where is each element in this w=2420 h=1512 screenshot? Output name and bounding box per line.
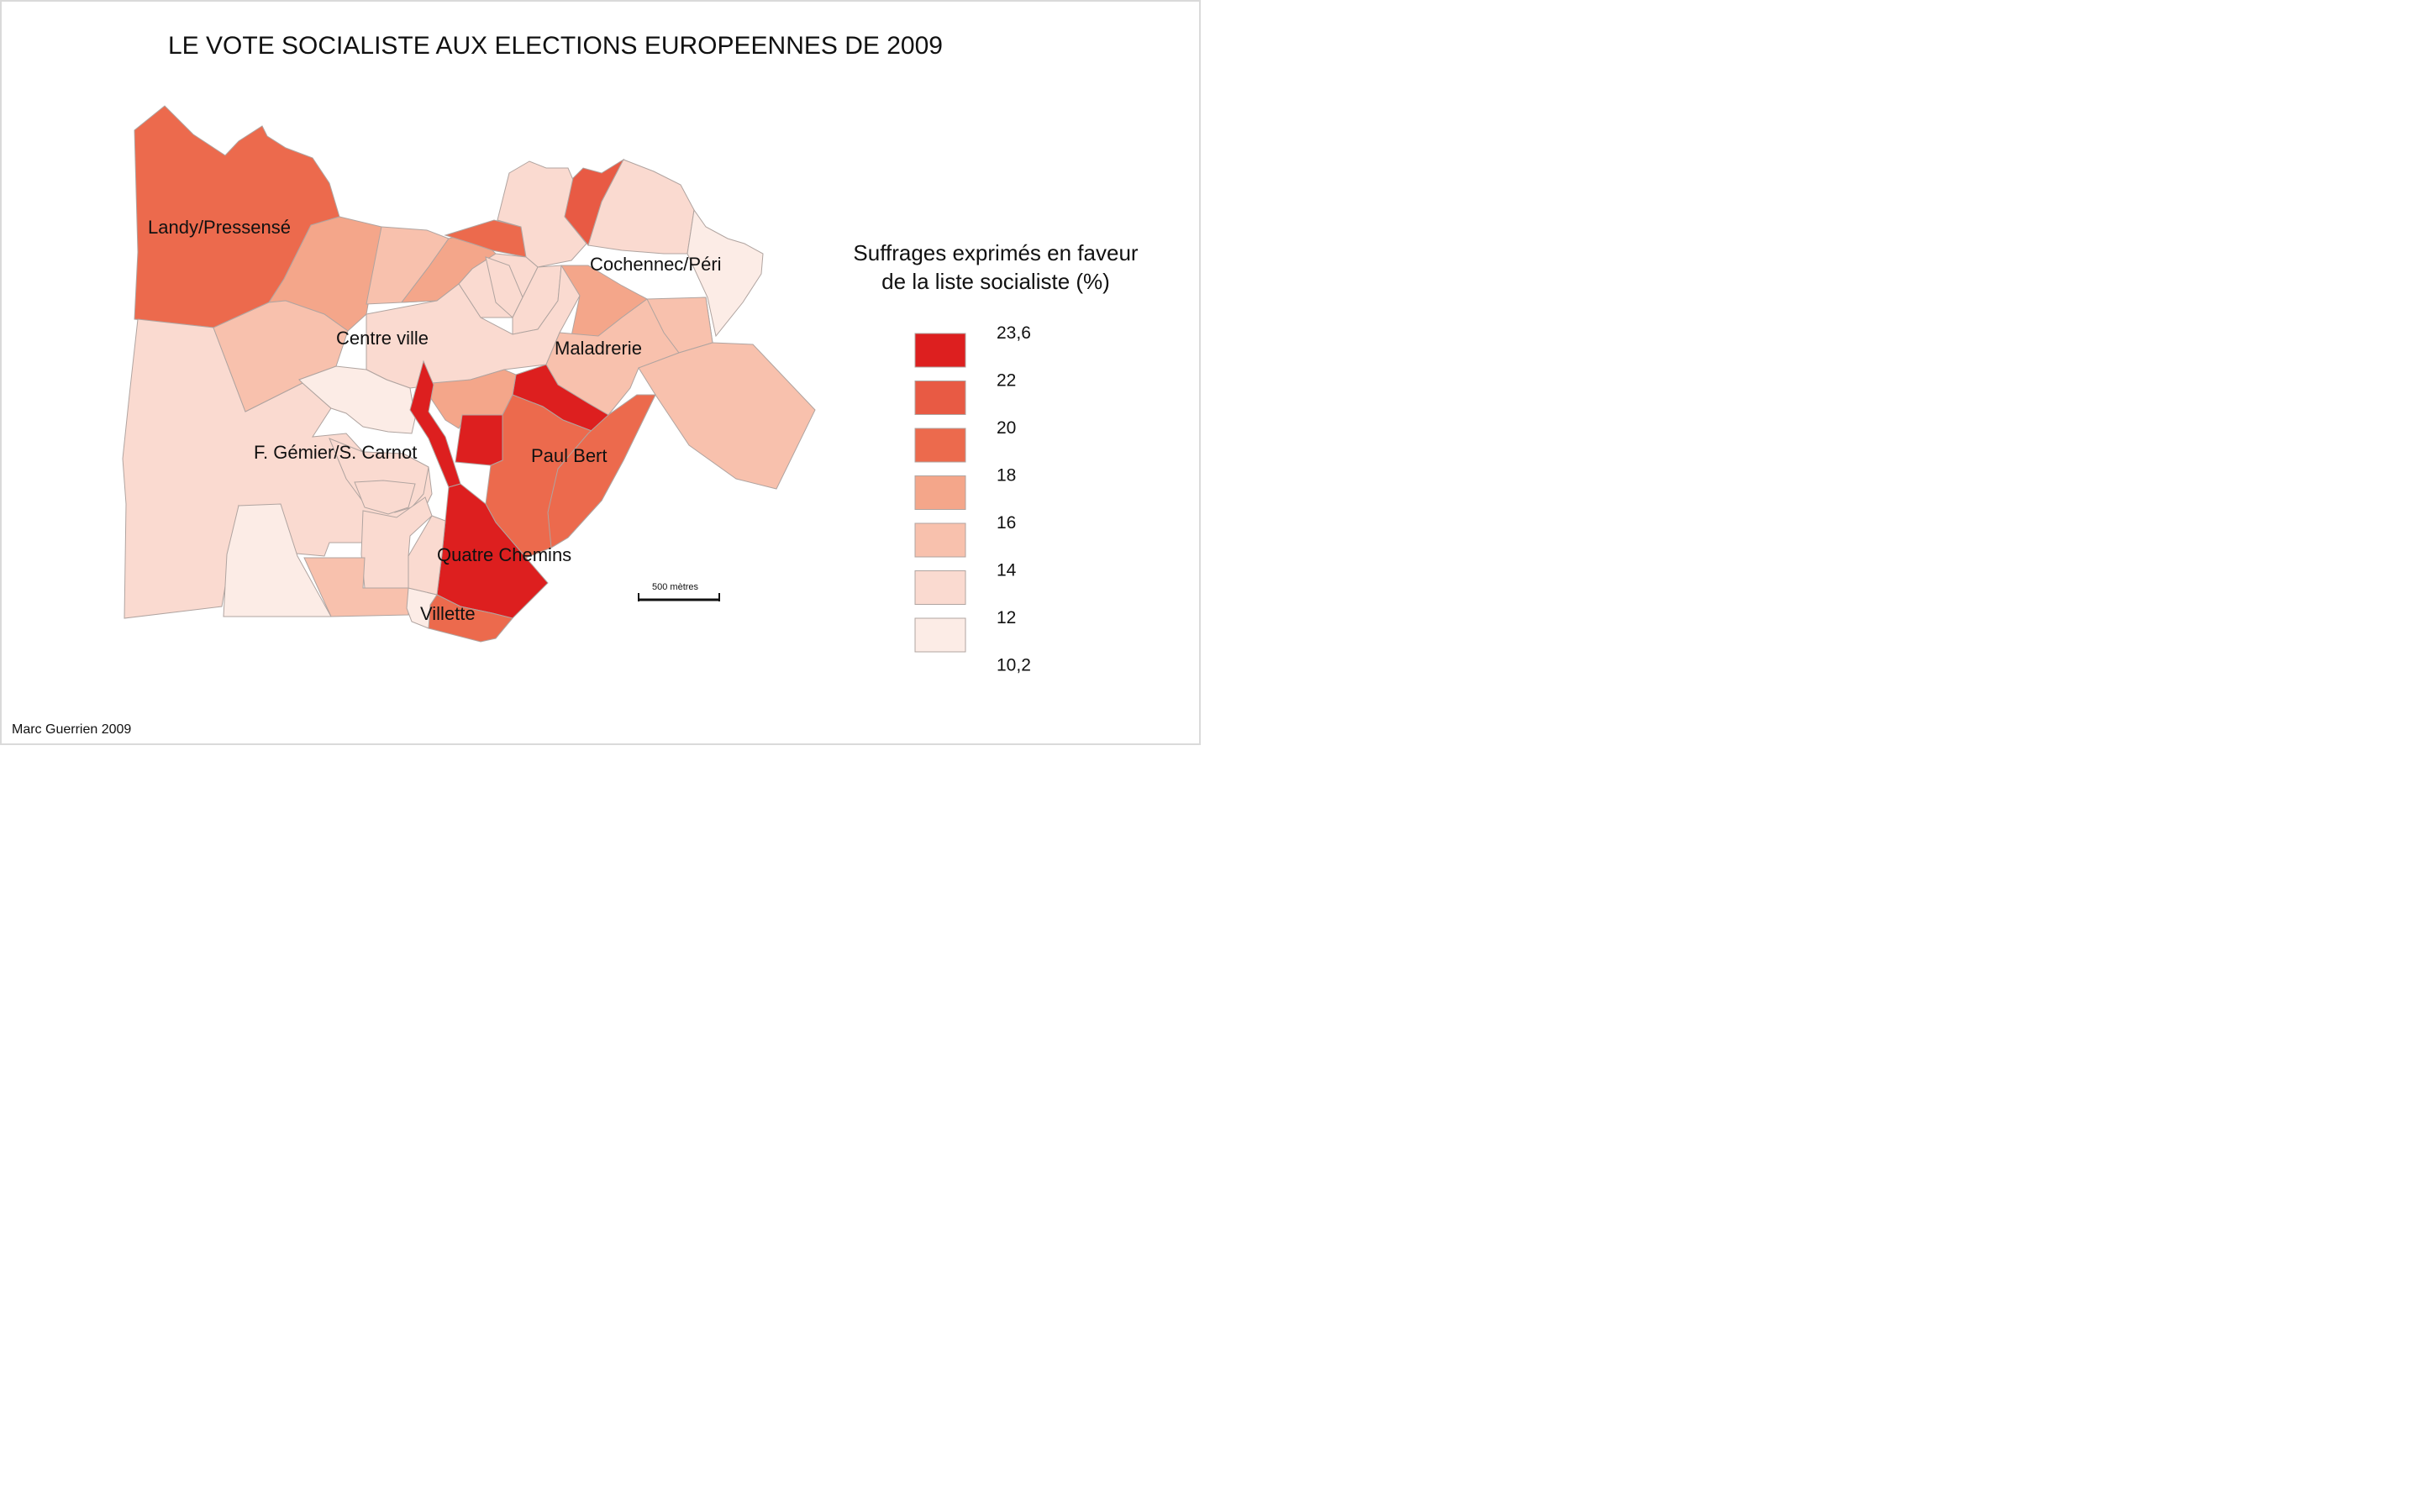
legend-label: 14 <box>997 561 1017 580</box>
legend-label: 22 <box>997 371 1016 391</box>
scale-label: 500 mètres <box>652 582 699 592</box>
credit: Marc Guerrien 2009 <box>12 722 132 737</box>
zone-centre-west[interactable] <box>213 300 349 412</box>
label-landy: Landy/Pressensé <box>148 217 291 238</box>
zone-south-strip[interactable] <box>408 515 446 596</box>
label-paul-bert: Paul Bert <box>531 445 608 466</box>
legend-title-line1: Suffrages exprimés en faveur <box>853 240 1139 265</box>
zone-red-small[interactable] <box>455 414 503 466</box>
zone-paul-bert-east[interactable] <box>547 394 656 549</box>
zone-cochennec-east[interactable] <box>687 208 764 338</box>
place-labels: Landy/Pressensé Centre ville Cochennec/P… <box>148 217 722 624</box>
legend-title: Suffrages exprimés en faveur de la liste… <box>828 239 1164 296</box>
legend-swatch <box>914 333 966 368</box>
legend-title-line2: de la liste socialiste (%) <box>881 269 1110 294</box>
legend: 23,6 22 20 18 16 14 12 10,2 <box>914 323 1031 675</box>
choropleth-map: Landy/Pressensé Centre ville Cochennec/P… <box>122 105 1031 675</box>
legend-label: 16 <box>997 513 1016 533</box>
label-centre-ville: Centre ville <box>336 328 429 349</box>
legend-label: 18 <box>997 466 1016 486</box>
legend-swatch <box>914 428 966 463</box>
map-title: LE VOTE SOCIALISTE AUX ELECTIONS EUROPEE… <box>168 32 943 60</box>
legend-swatch <box>914 522 966 558</box>
district-zones <box>122 105 816 643</box>
label-cochennec: Cochennec/Péri <box>590 254 722 275</box>
label-quatre-chemins: Quatre Chemins <box>437 544 571 565</box>
legend-label-last: 10,2 <box>997 656 1031 675</box>
zone-centre-white[interactable] <box>298 365 416 434</box>
zone-gemier-small[interactable] <box>354 480 416 515</box>
label-gemier: F. Gémier/S. Carnot <box>254 442 417 463</box>
legend-label: 12 <box>997 608 1016 627</box>
label-villette: Villette <box>420 603 476 624</box>
legend-swatch <box>914 570 966 605</box>
legend-swatch <box>914 617 966 653</box>
legend-swatch <box>914 381 966 415</box>
legend-label: 23,6 <box>997 323 1031 343</box>
label-maladrerie: Maladrerie <box>555 338 642 359</box>
zone-north-east[interactable] <box>587 159 695 255</box>
legend-swatch <box>914 475 966 510</box>
legend-label: 20 <box>997 418 1016 438</box>
zone-east[interactable] <box>638 342 816 490</box>
scale-bar: 500 mètres <box>638 582 720 601</box>
